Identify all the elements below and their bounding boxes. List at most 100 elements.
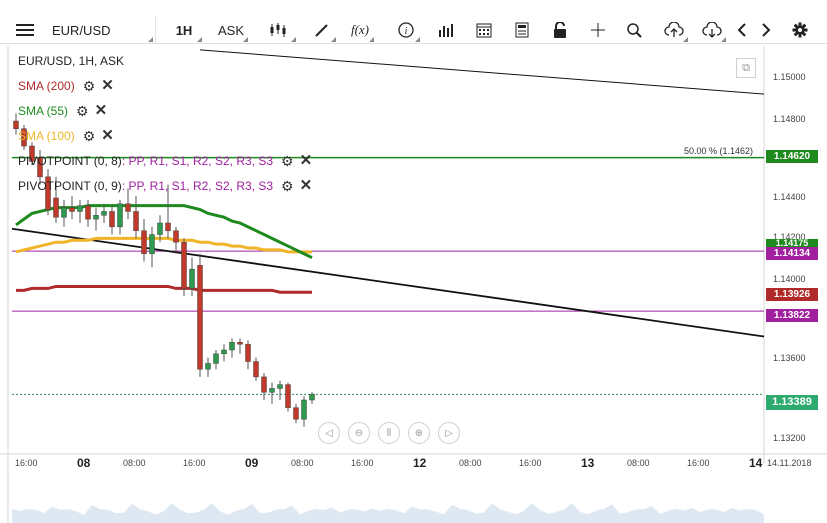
info-icon[interactable]: i	[390, 16, 422, 44]
volume-overview	[12, 503, 764, 523]
candle-body	[37, 157, 43, 178]
candle-body	[213, 353, 219, 364]
price-marker-sma55-fib: 1.14620	[766, 150, 818, 163]
candle-body	[13, 120, 19, 129]
candle-body	[149, 234, 155, 255]
svg-text:i: i	[405, 26, 408, 37]
price-tick: 1.14400	[773, 192, 806, 202]
candle-body	[237, 342, 243, 345]
caret-icon	[415, 37, 420, 42]
candle-body	[165, 222, 171, 231]
candle-body	[101, 211, 107, 216]
sma-100-line	[15, 236, 312, 254]
gear-icon[interactable]: ⚙	[82, 128, 96, 144]
legend-pivot-8[interactable]: PIVOTPOINT (0, 8) : PP, R1, S1, R2, S2, …	[18, 152, 313, 169]
caret-icon	[683, 37, 688, 42]
settings-icon[interactable]	[788, 16, 812, 44]
candle-body	[93, 215, 99, 220]
trendline-lower[interactable]	[11, 227, 765, 338]
candle-body	[293, 407, 299, 420]
candle-body	[253, 361, 259, 378]
candle-body	[245, 343, 251, 362]
chart-style-icon[interactable]	[258, 16, 298, 44]
candle-body	[21, 128, 27, 147]
legend-sma-100[interactable]: SMA (100) ⚙ ✕	[18, 127, 114, 144]
download-cloud-icon[interactable]	[696, 16, 728, 44]
candle-body	[53, 197, 59, 218]
gear-icon[interactable]: ⚙	[281, 153, 294, 169]
fibonacci-label: 50.00 % (1.1462)	[684, 146, 754, 156]
gear-icon[interactable]: ⚙	[281, 178, 294, 194]
interval-label: 1H	[175, 22, 193, 38]
caret-icon	[197, 37, 202, 42]
close-icon[interactable]: ✕	[101, 77, 114, 94]
gear-icon[interactable]: ⚙	[76, 103, 89, 119]
time-tick: 16:00	[183, 458, 206, 468]
caret-icon	[243, 37, 248, 42]
scroll-left-icon[interactable]: ◁	[318, 422, 340, 444]
candle-body	[285, 384, 291, 408]
candle-body	[181, 241, 187, 289]
candle-body	[197, 265, 203, 370]
candle-body	[221, 349, 227, 355]
price-tick: 1.13200	[773, 433, 806, 443]
time-tick: 16:00	[519, 458, 542, 468]
calendar-icon[interactable]	[470, 16, 498, 44]
scroll-right-icon[interactable]: ▷	[438, 422, 460, 444]
price-marker-sma55: 1.14175	[766, 239, 818, 248]
time-tick: 16:00	[687, 458, 710, 468]
caret-icon	[148, 37, 153, 42]
bar-chart-icon[interactable]	[432, 16, 460, 44]
price-marker-pivot: 1.14134	[766, 247, 818, 260]
lock-icon[interactable]	[546, 16, 574, 44]
legend-title: EUR/USD, 1H, ASK	[18, 54, 125, 68]
function-icon[interactable]: f(x)	[344, 16, 376, 44]
zoom-out-icon[interactable]: ⊖	[348, 422, 370, 444]
chevron-right-icon[interactable]	[756, 16, 776, 44]
candle-body	[309, 393, 315, 401]
chevron-left-icon[interactable]	[732, 16, 752, 44]
trendline-upper[interactable]	[199, 49, 765, 95]
price-marker-pivot-2: 1.13822	[766, 309, 818, 322]
close-icon[interactable]: ✕	[299, 152, 313, 169]
popout-icon[interactable]: ⧉	[736, 58, 756, 78]
time-tick: 16:00	[351, 458, 374, 468]
current-price-marker: 1.13389	[766, 395, 818, 410]
zoom-icon[interactable]	[620, 16, 648, 44]
time-tick: 16:00	[15, 458, 38, 468]
close-icon[interactable]: ✕	[299, 177, 313, 194]
toolbar: EUR/USD 1H ASK f(x) i	[0, 0, 827, 44]
candle-body	[157, 222, 163, 235]
candle-body	[125, 203, 131, 212]
close-icon[interactable]: ✕	[101, 127, 114, 144]
symbol-selector[interactable]: EUR/USD	[46, 16, 156, 44]
crosshair-icon[interactable]	[584, 16, 612, 44]
time-tick: 08:00	[123, 458, 146, 468]
price-chart[interactable]	[0, 46, 827, 523]
candle-body	[229, 342, 235, 351]
hamburger-icon[interactable]	[10, 16, 40, 44]
caret-icon	[721, 37, 726, 42]
zoom-in-icon[interactable]: ⊕	[408, 422, 430, 444]
price-type-selector[interactable]: ASK	[212, 16, 250, 44]
price-tick: 1.14200	[773, 232, 806, 242]
legend-pivot-9[interactable]: PIVOTPOINT (0, 9) : PP, R1, S1, R2, S2, …	[18, 177, 313, 194]
legend-sma-55[interactable]: SMA (55) ⚙ ✕	[18, 102, 108, 119]
close-icon[interactable]: ✕	[94, 102, 108, 119]
draw-icon[interactable]	[306, 16, 338, 44]
interval-selector[interactable]: 1H	[164, 16, 204, 44]
upload-cloud-icon[interactable]	[658, 16, 690, 44]
reset-zoom-icon[interactable]: ⦀	[378, 422, 400, 444]
legend-sma-200[interactable]: SMA (200) ⚙ ✕	[18, 77, 114, 94]
candle-body	[277, 384, 283, 389]
price-marker-sma200: 1.13926	[766, 288, 818, 301]
chart-area[interactable]: ⧉ 50.00 % (1.1462) 1.15000 1.14800 1.144…	[0, 46, 827, 523]
time-tick-day: 13	[581, 456, 595, 470]
candle-body	[173, 230, 179, 243]
sma-200-line	[16, 284, 312, 294]
candle-body	[29, 145, 35, 162]
document-icon[interactable]	[508, 16, 536, 44]
gear-icon[interactable]: ⚙	[82, 78, 96, 94]
candle-body	[109, 211, 115, 228]
